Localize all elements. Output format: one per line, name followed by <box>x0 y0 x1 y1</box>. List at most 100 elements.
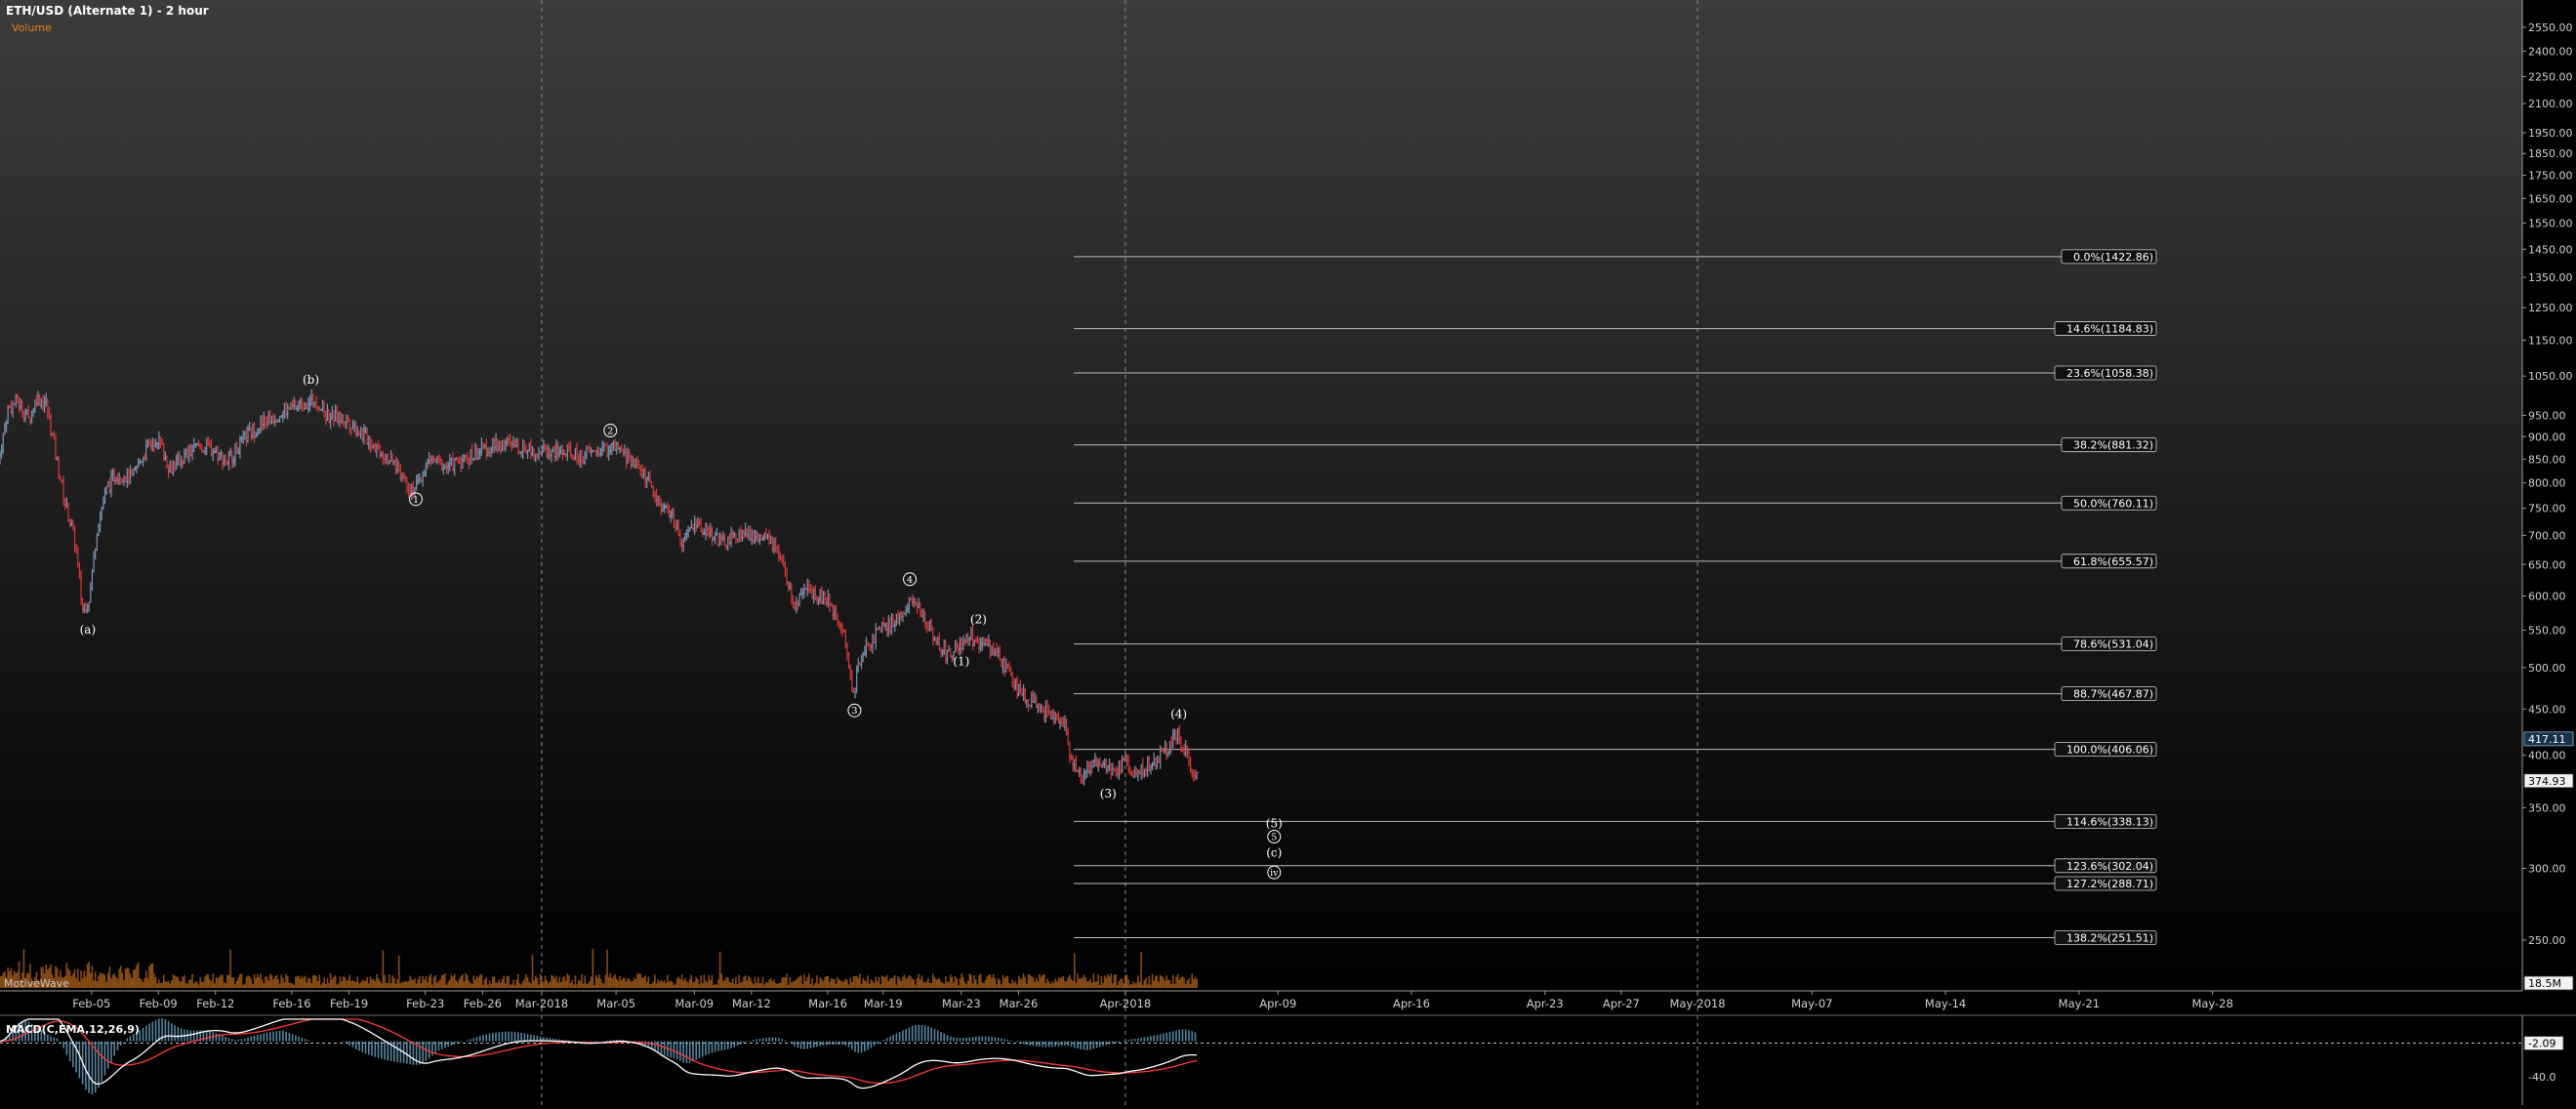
volume-bar <box>1037 981 1040 988</box>
volume-bar <box>306 982 308 988</box>
volume-bar <box>223 982 225 988</box>
volume-bar <box>1132 981 1134 988</box>
volume-bar <box>10 967 13 988</box>
volume-bar <box>997 977 1000 988</box>
volume-bar <box>209 978 211 988</box>
volume-bar <box>940 981 942 988</box>
volume-bar <box>488 980 491 988</box>
volume-bar <box>252 983 254 988</box>
wave-label: (3) <box>1100 787 1117 801</box>
volume-bar <box>1137 975 1139 988</box>
volume-bar <box>269 973 271 988</box>
volume-bar <box>96 981 99 988</box>
volume-bar <box>295 976 297 988</box>
volume-bar <box>265 976 266 988</box>
volume-bar <box>1064 981 1066 988</box>
volume-bar <box>855 975 858 988</box>
volume-bar <box>401 981 403 988</box>
volume-bar <box>126 967 129 988</box>
volume-bar <box>182 976 184 988</box>
volume-bar <box>99 971 102 988</box>
fib-label: 100.0%(406.06) <box>2066 744 2153 757</box>
wave-label-circle <box>603 424 618 438</box>
volume-bar <box>102 973 104 988</box>
volume-bar <box>685 981 688 988</box>
volume-bar <box>697 978 699 988</box>
volume-bar <box>1059 977 1061 988</box>
volume-bar <box>549 981 552 988</box>
volume-bar <box>29 964 31 988</box>
volume-bar <box>670 980 672 988</box>
y-tick-label: 1250.00 <box>2528 302 2573 314</box>
volume-bar <box>132 969 135 988</box>
x-tick-label: May-28 <box>2191 997 2232 1010</box>
volume-bar <box>498 979 501 988</box>
volume-bar <box>462 974 464 988</box>
volume-bar <box>766 982 769 988</box>
volume-bar <box>902 976 904 988</box>
volume-bar <box>393 977 395 988</box>
volume-bar <box>989 973 992 988</box>
volume-bar <box>996 984 998 988</box>
volume-bar <box>108 965 111 988</box>
volume-bar <box>971 983 974 988</box>
y-tick-label: 500.00 <box>2528 662 2566 675</box>
volume-bar <box>849 977 851 988</box>
volume-bar <box>1100 975 1103 988</box>
volume-bar <box>981 982 984 988</box>
volume-bar <box>1112 983 1114 988</box>
volume-bar <box>427 981 429 988</box>
volume-bar <box>897 976 899 988</box>
volume-bar <box>1084 977 1086 988</box>
volume-bar <box>566 973 569 988</box>
volume-bar <box>475 975 478 988</box>
volume-bar <box>495 982 497 988</box>
volume-bar <box>237 976 240 988</box>
x-tick-label: Feb-05 <box>72 997 110 1010</box>
wave-label: 5 <box>1271 833 1277 843</box>
volume-bar <box>725 977 727 988</box>
volume-bar <box>920 975 923 988</box>
volume-bar <box>458 978 461 988</box>
volume-bar <box>1161 976 1164 988</box>
volume-bar <box>1067 977 1070 988</box>
volume-bar <box>62 977 64 988</box>
volume-bar <box>714 984 716 988</box>
volume-bar <box>806 976 808 988</box>
volume-bar <box>703 974 706 988</box>
volume-bar <box>141 979 143 988</box>
volume-bar <box>1016 984 1018 988</box>
volume-bar <box>374 980 377 988</box>
volume-bar <box>1004 976 1007 988</box>
volume-bar <box>1039 973 1041 988</box>
volume-bar <box>650 983 653 988</box>
volume-bar <box>1151 973 1154 988</box>
volume-bar <box>1120 978 1122 988</box>
volume-bar <box>1167 979 1169 988</box>
volume-bar <box>784 977 787 988</box>
volume-bar <box>827 975 830 988</box>
y-tick-label: 1150.00 <box>2528 335 2573 348</box>
volume-bar <box>1013 982 1015 988</box>
volume-bar <box>1113 974 1116 988</box>
volume-bar <box>606 949 608 988</box>
volume-bar <box>389 983 392 988</box>
fib-label: 78.6%(531.04) <box>2073 638 2153 651</box>
y-tick-label: 2250.00 <box>2528 70 2573 83</box>
macd-label: MACD(C,EMA,12,26,9) <box>6 1023 140 1036</box>
volume-bar <box>282 977 284 988</box>
volume-bar <box>320 984 322 988</box>
volume-bar <box>230 977 233 988</box>
volume-bar <box>243 983 246 988</box>
volume-bar <box>491 976 494 988</box>
volume-bar <box>376 973 378 988</box>
volume-bar <box>1193 979 1195 988</box>
volume-bar <box>753 984 755 988</box>
volume-bar <box>930 982 933 988</box>
volume-bar <box>310 982 312 988</box>
volume-bar <box>210 980 213 988</box>
y-tick-label: 400.00 <box>2528 750 2566 762</box>
y-tick-label: 850.00 <box>2528 453 2566 466</box>
volume-bar <box>1083 974 1085 988</box>
volume-bar <box>814 982 817 988</box>
